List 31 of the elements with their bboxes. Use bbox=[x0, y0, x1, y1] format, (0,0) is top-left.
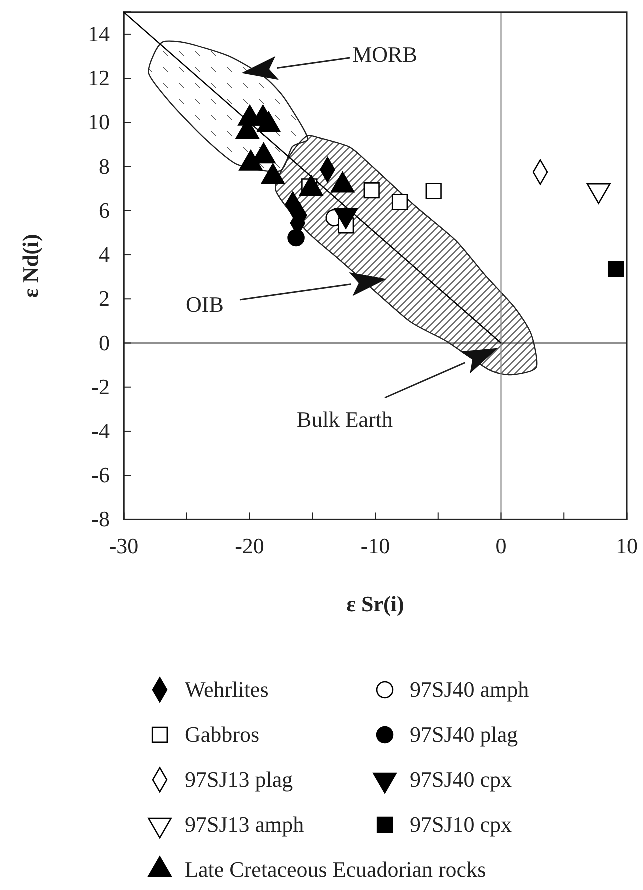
y-tick-label: 6 bbox=[99, 198, 110, 223]
legend-label: 97SJ40 plag bbox=[410, 722, 518, 747]
y-tick-label: -6 bbox=[92, 462, 110, 488]
legend-label: 97SJ40 cpx bbox=[410, 767, 512, 792]
x-tick-label: -20 bbox=[235, 533, 264, 558]
legend-label: 97SJ10 cpx bbox=[410, 812, 512, 837]
y-tick-label: 0 bbox=[99, 330, 110, 356]
legend-label: Gabbros bbox=[185, 722, 260, 747]
y-tick-label: 12 bbox=[88, 66, 110, 91]
legend-label: Wehrlites bbox=[185, 677, 269, 702]
y-tick-label: -2 bbox=[92, 374, 110, 400]
legend-label: Late Cretaceous Ecuadorian rocks bbox=[185, 857, 486, 882]
y-tick-label: -4 bbox=[92, 418, 110, 444]
legend-label: 97SJ13 plag bbox=[185, 767, 294, 792]
y-tick-label: 2 bbox=[99, 286, 110, 312]
y-axis-title: ε Nd(i) bbox=[18, 234, 43, 298]
x-tick-label: 0 bbox=[496, 533, 507, 558]
x-tick-label: 10 bbox=[616, 533, 638, 558]
x-axis-title: ε Sr(i) bbox=[346, 592, 404, 617]
legend-label: 97SJ13 amph bbox=[185, 812, 304, 837]
x-tick-label: -10 bbox=[360, 533, 390, 558]
y-tick-label: 4 bbox=[99, 242, 110, 268]
annotation: Bulk Earth bbox=[297, 407, 393, 432]
x-tick-label: -30 bbox=[109, 533, 139, 558]
y-tick-label: 14 bbox=[88, 21, 110, 46]
annotation: MORB bbox=[352, 42, 418, 67]
annotation: OIB bbox=[186, 292, 224, 317]
y-tick-label: 8 bbox=[99, 154, 110, 179]
y-tick-label: -8 bbox=[92, 506, 110, 532]
legend-label: 97SJ40 amph bbox=[410, 677, 530, 702]
y-tick-label: 10 bbox=[88, 110, 110, 135]
